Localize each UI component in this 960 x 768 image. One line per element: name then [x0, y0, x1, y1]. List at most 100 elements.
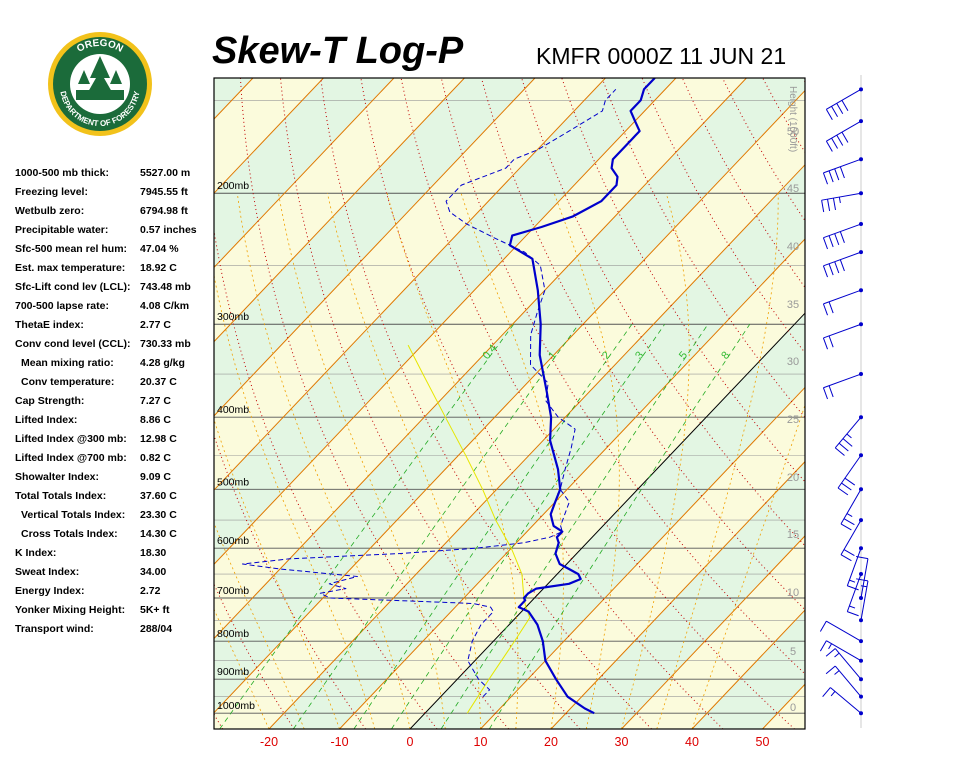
index-label: Est. max temperature:: [15, 262, 126, 274]
wind-barb-flag: [822, 172, 828, 185]
height-tick-label: 25: [787, 414, 799, 426]
wind-barb-flag: [842, 438, 853, 447]
wind-barb: [822, 322, 863, 350]
isobars: [214, 99, 805, 714]
height-tick-label: 10: [787, 587, 799, 599]
wind-barb-flag: [831, 106, 838, 117]
pressure-axis: 1000mb 900mb 800mb 700mb 600mb 500mb 400mb 300m…: [217, 180, 255, 712]
index-row: 700-500 lapse rate: 4.08 C/km: [15, 300, 215, 318]
plot-area: [214, 78, 960, 729]
sounding-traces: [242, 78, 656, 715]
height-tick-label: 35: [787, 299, 799, 311]
index-value: 5527.00 m: [140, 167, 191, 179]
isotherm-line: [550, 460, 805, 729]
index-row: Vertical Totals Index: 23.30 C: [15, 509, 215, 527]
pressure-tick-label: 800mb: [217, 628, 249, 640]
wind-barb-staff: [846, 573, 862, 612]
isotherm-line: [214, 78, 606, 491]
index-row: Lifted Index @700 mb: 0.82 C: [15, 452, 215, 470]
index-label: Lifted Index @300 mb:: [15, 433, 127, 445]
wind-barb-flag: [838, 442, 849, 452]
wind-barb-half-flag: [838, 196, 841, 204]
index-value: 2.77 C: [140, 319, 171, 331]
index-value: 7945.55 ft: [140, 186, 188, 198]
wind-barb-staff: [826, 120, 862, 142]
wind-barb-flag: [828, 335, 834, 348]
wind-barb-flag: [825, 140, 833, 152]
mixing-ratio-line: [488, 323, 751, 729]
index-value: 6794.98 ft: [140, 205, 188, 217]
wind-barb-flag: [825, 648, 836, 657]
wind-barb: [837, 453, 863, 496]
index-label: Sweat Index:: [15, 566, 80, 578]
moist-adiabat: [214, 273, 376, 729]
wind-barb: [840, 487, 863, 531]
isotherm-line: [268, 164, 805, 729]
index-label: Sfc-Lift cond lev (LCL):: [15, 281, 131, 293]
wind-barb: [825, 87, 863, 120]
moist-adiabat: [214, 418, 340, 729]
isotherm-line: [480, 386, 805, 729]
wind-barb-flag: [828, 235, 834, 248]
wind-barb-half-flag: [830, 691, 836, 697]
moist-adiabat: [386, 193, 519, 729]
wind-barb-staff: [826, 620, 862, 642]
index-value: 14.30 C: [140, 528, 177, 540]
wind-barb-base: [859, 222, 863, 227]
wind-barb-flag: [822, 387, 828, 400]
wind-barb-staff: [823, 323, 862, 339]
isotherm-line: [691, 609, 805, 729]
wind-barb-base: [859, 658, 863, 663]
index-label: Yonker Mixing Height:: [15, 604, 126, 616]
index-row: Showalter Index: 9.09 C: [15, 471, 215, 489]
temperature-trace: [508, 78, 656, 715]
index-label: ThetaE index:: [15, 319, 84, 331]
wind-barb-staff: [823, 373, 862, 389]
wind-barb-flag: [834, 261, 840, 274]
temperature-tick-label: 50: [756, 735, 770, 749]
wind-barb-staff: [821, 192, 862, 201]
index-label: Vertical Totals Index:: [21, 509, 126, 521]
index-row: Sfc-500 mean rel hum: 47.04 %: [15, 243, 215, 261]
index-label: K Index:: [15, 547, 57, 559]
temperature-tick-label: 20: [544, 735, 558, 749]
wind-barb-flag: [825, 665, 836, 675]
mixing-ratio-line: [219, 323, 515, 729]
wind-barb-staff: [860, 580, 869, 621]
index-value: 37.60 C: [140, 490, 177, 502]
wind-barb: [822, 687, 863, 716]
index-value: 288/04: [140, 623, 173, 635]
wind-barb-half-flag: [846, 433, 852, 439]
index-label: Transport wind:: [15, 623, 94, 635]
wind-barb-base: [859, 372, 863, 377]
wind-barb-staff: [834, 416, 862, 449]
index-value: 4.28 g/kg: [140, 357, 185, 369]
plot-frame: [213, 77, 806, 730]
moist-adiabat: [236, 193, 411, 729]
temperature-tick-label: 10: [474, 735, 488, 749]
wind-barb: [825, 648, 863, 682]
index-row: Freezing level: 7945.55 ft: [15, 186, 215, 204]
isotherm-line: [214, 78, 395, 269]
wind-barb-base: [859, 288, 863, 293]
wind-barb: [819, 620, 863, 644]
wind-barb-staff: [823, 251, 862, 267]
wind-barb-base: [859, 157, 863, 162]
wind-barb-staff: [826, 640, 862, 662]
index-row: Sweat Index: 34.00: [15, 566, 215, 584]
index-value: 2.72: [140, 585, 161, 597]
index-label: Mean mixing ratio:: [21, 357, 114, 369]
dry-adiabats: [214, 78, 805, 729]
moist-adiabats: [214, 193, 805, 729]
index-row: Est. max temperature: 18.92 C: [15, 262, 215, 280]
pressure-tick-label: 1000mb: [217, 700, 255, 712]
wind-barb-flag: [844, 477, 856, 486]
wind-barb-flag: [832, 198, 837, 211]
isotherm-band: [833, 78, 960, 729]
wind-barb: [819, 640, 863, 663]
wind-barb-staff: [830, 687, 862, 714]
wind-barb-staff: [840, 489, 862, 525]
isotherm-line: [409, 312, 805, 729]
height-tick-label: 0: [790, 702, 796, 714]
